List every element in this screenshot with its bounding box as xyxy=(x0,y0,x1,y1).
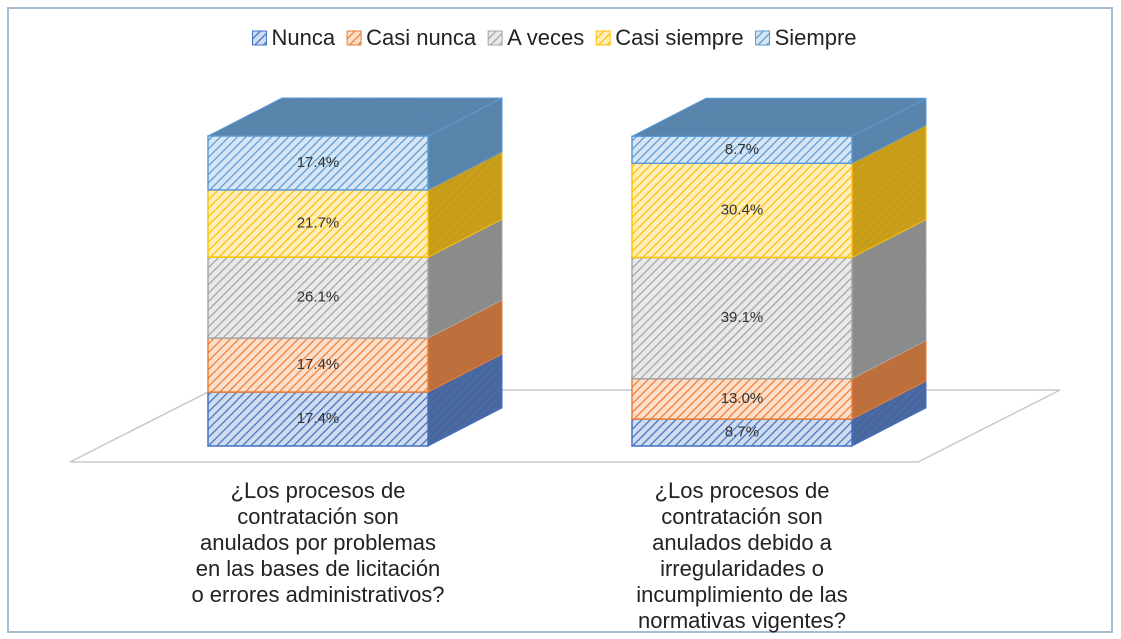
legend-label: Siempre xyxy=(775,25,857,50)
x-tick-label: ¿Los procesos de contratación son anulad… xyxy=(636,478,848,633)
legend-item: Casi siempre xyxy=(595,25,744,50)
data-label: 26.1% xyxy=(297,289,340,306)
legend-swatch xyxy=(755,30,771,46)
data-label: 30.4% xyxy=(721,201,764,218)
floor xyxy=(69,389,1061,463)
legend-swatch xyxy=(595,30,611,46)
data-label: 21.7% xyxy=(297,215,340,232)
bar-top xyxy=(207,97,503,137)
legend-item: Casi nunca xyxy=(346,25,477,50)
data-label: 39.1% xyxy=(721,309,764,326)
frame xyxy=(7,7,1113,633)
legend-item: Siempre xyxy=(755,25,857,50)
bar-segment xyxy=(207,391,429,447)
legend-item: Nunca xyxy=(251,25,336,50)
bar-segment xyxy=(207,337,429,393)
legend-swatch xyxy=(251,30,267,46)
x-tick-label: ¿Los procesos de contratación son anulad… xyxy=(191,478,445,607)
data-label: 17.4% xyxy=(297,154,340,171)
bar-segment xyxy=(631,418,853,447)
data-label: 17.4% xyxy=(297,356,340,373)
data-label: 8.7% xyxy=(725,141,759,158)
bar-segment xyxy=(631,256,853,380)
bar-segment xyxy=(631,135,853,165)
legend-label: Casi siempre xyxy=(615,25,743,50)
data-label: 13.0% xyxy=(721,390,764,407)
legend-swatch xyxy=(346,30,362,46)
legend-label: Nunca xyxy=(271,25,335,50)
data-label: 8.7% xyxy=(725,423,759,440)
data-label: 17.4% xyxy=(297,410,340,427)
bar-segment xyxy=(207,135,429,191)
legend-label: Casi nunca xyxy=(366,25,477,50)
legend-swatch xyxy=(487,30,503,46)
bar-segment xyxy=(631,162,853,259)
bar-segment xyxy=(207,256,429,339)
legend-label: A veces xyxy=(507,25,584,50)
bar-top xyxy=(631,97,927,137)
bar-segment xyxy=(207,189,429,258)
bar-segment xyxy=(631,377,853,420)
legend-item: A veces xyxy=(487,25,584,50)
